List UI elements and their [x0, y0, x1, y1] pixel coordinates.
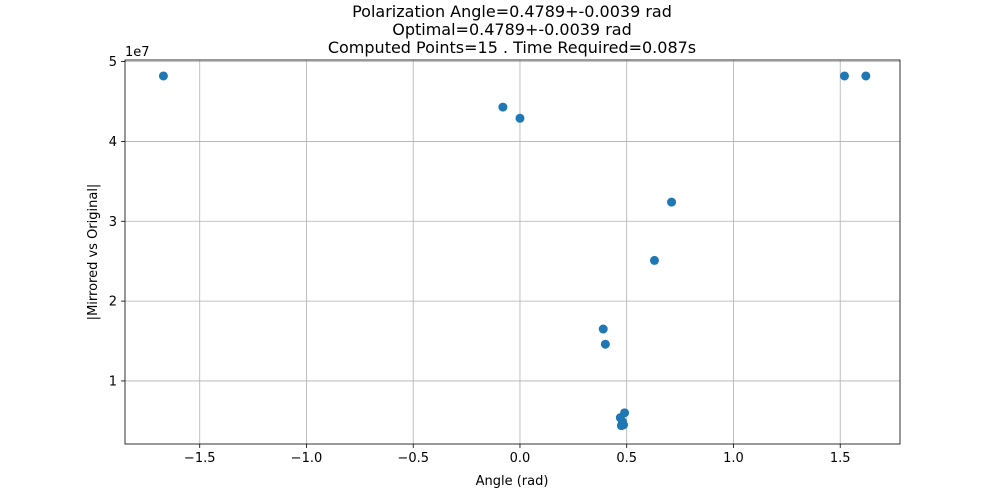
grid-lines [125, 60, 900, 444]
scatter-point [649, 255, 659, 265]
data-points [158, 71, 871, 431]
x-tick-label: 0.5 [616, 451, 637, 466]
plot-frame [124, 59, 901, 445]
scatter-point [620, 408, 630, 418]
x-tick-label: 0.0 [510, 451, 531, 466]
scatter-point [667, 197, 677, 207]
x-tick-label: −1.0 [291, 451, 323, 466]
y-offset-label: 1e7 [125, 45, 150, 60]
x-tick-label: 1.5 [830, 451, 851, 466]
chart-title-line-3: Computed Points=15 . Time Required=0.087… [328, 38, 696, 57]
y-tick-label: 3 [109, 215, 117, 230]
scatter-point [598, 324, 608, 334]
y-axis-label: |Mirrored vs Original| [86, 184, 101, 321]
y-tick-label: 5 [109, 55, 117, 70]
x-tick-label: 1.0 [723, 451, 744, 466]
x-tick-label: −0.5 [397, 451, 429, 466]
scatter-point [158, 71, 168, 81]
scatter-point [515, 113, 525, 123]
scatter-point [600, 339, 610, 349]
scatter-point [861, 71, 871, 81]
scatter-point [619, 420, 629, 430]
y-tick-label: 1 [109, 374, 117, 389]
y-tick-label: 4 [109, 135, 117, 150]
y-tick-label: 2 [109, 295, 117, 310]
chart-title-line-2: Optimal=0.4789+-0.0039 rad [392, 20, 631, 39]
scatter-point [498, 102, 508, 112]
x-tick-label: −1.5 [184, 451, 216, 466]
chart-title-line-1: Polarization Angle=0.4789+-0.0039 rad [352, 2, 672, 21]
scatter-point [839, 71, 849, 81]
x-axis-label: Angle (rad) [476, 474, 549, 489]
axis-ticks: −1.5 −1.0 −0.5 0.0 0.5 1.0 1.5 1 2 3 4 5 [109, 55, 851, 466]
